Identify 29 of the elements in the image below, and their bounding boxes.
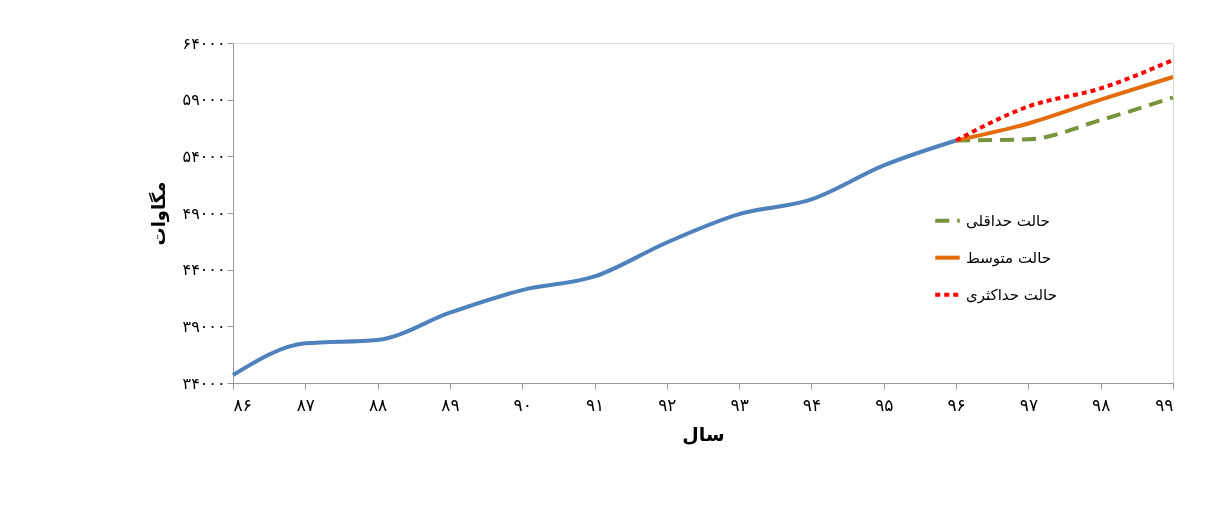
x-tick-label: ۹۴ xyxy=(802,394,822,415)
y-tick-label: ۵۹۰۰۰ xyxy=(182,90,226,110)
x-tick-label: ۹۹ xyxy=(1155,394,1174,415)
x-axis-title: سال xyxy=(682,422,725,445)
y-tick-label: ۴۹۰۰۰ xyxy=(182,203,226,223)
x-tick-label: ۹۳ xyxy=(730,394,749,415)
legend-label: حالت متوسط xyxy=(966,248,1052,267)
x-tick-label: ۸۹ xyxy=(441,394,460,415)
y-axis-title: مگاوات xyxy=(147,181,170,246)
y-tick-label: ۶۴۰۰۰ xyxy=(182,33,226,53)
x-tick-label: ۸۶ xyxy=(233,394,252,415)
legend-label: حالت حداکثری xyxy=(966,285,1057,304)
y-tick-label: ۴۴۰۰۰ xyxy=(182,260,226,280)
x-tick-label: ۹۸ xyxy=(1092,394,1111,415)
legend-label: حالت حداقلی xyxy=(966,211,1050,230)
x-tick-label: ۹۶ xyxy=(947,394,966,415)
x-tick-label: ۸۷ xyxy=(296,394,315,415)
y-tick-label: ۵۴۰۰۰ xyxy=(182,146,226,166)
x-tick-label: ۹۵ xyxy=(875,394,894,415)
x-tick-label: ۹۰ xyxy=(513,394,532,415)
y-tick-label: ۳۴۰۰۰ xyxy=(182,373,226,393)
line-series xyxy=(954,75,1175,143)
x-tick-label: ۸۸ xyxy=(368,394,388,415)
y-tick-label: ۳۹۰۰۰ xyxy=(182,316,226,336)
x-tick-label: ۹۱ xyxy=(585,394,605,415)
x-tick-label: ۹۲ xyxy=(658,394,677,415)
x-tick-label: ۹۷ xyxy=(1019,394,1039,415)
line-series xyxy=(954,58,1175,143)
line-series xyxy=(231,138,959,378)
